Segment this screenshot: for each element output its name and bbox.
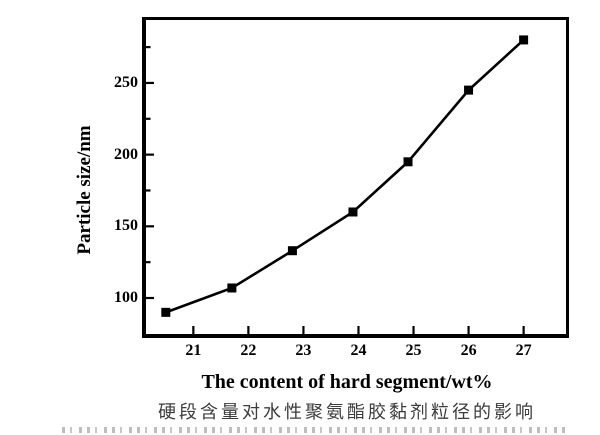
y-tick-label: 250 bbox=[114, 73, 138, 91]
x-tick-label: 22 bbox=[240, 342, 257, 359]
data-point-marker bbox=[287, 246, 297, 256]
y-tick-label: 100 bbox=[114, 289, 138, 306]
plot-area bbox=[142, 17, 569, 338]
caption-chinese: 硬段含量对水性聚氨酯胶黏剂粒径的影响 bbox=[158, 402, 536, 423]
data-point-marker bbox=[348, 207, 358, 217]
x-tick-label: 24 bbox=[350, 342, 367, 359]
y-tick-label: 150 bbox=[114, 217, 138, 235]
data-point-marker bbox=[227, 283, 237, 293]
data-point-marker bbox=[161, 307, 171, 317]
x-tick-label: 25 bbox=[405, 342, 422, 359]
x-tick-label: 26 bbox=[460, 342, 477, 359]
x-tick-label: 27 bbox=[515, 342, 532, 359]
x-tick-label: 23 bbox=[295, 342, 312, 359]
data-point-marker bbox=[519, 35, 529, 45]
clipped-text-line bbox=[62, 427, 570, 433]
data-point-marker bbox=[403, 157, 413, 167]
data-point-marker bbox=[464, 85, 474, 95]
line-chart-canvas bbox=[146, 35, 529, 334]
y-tick-label: 200 bbox=[114, 145, 138, 163]
data-line bbox=[165, 38, 525, 314]
x-tick-label: 21 bbox=[185, 342, 202, 359]
x-axis-title: The content of hard segment/wt% bbox=[201, 371, 493, 393]
